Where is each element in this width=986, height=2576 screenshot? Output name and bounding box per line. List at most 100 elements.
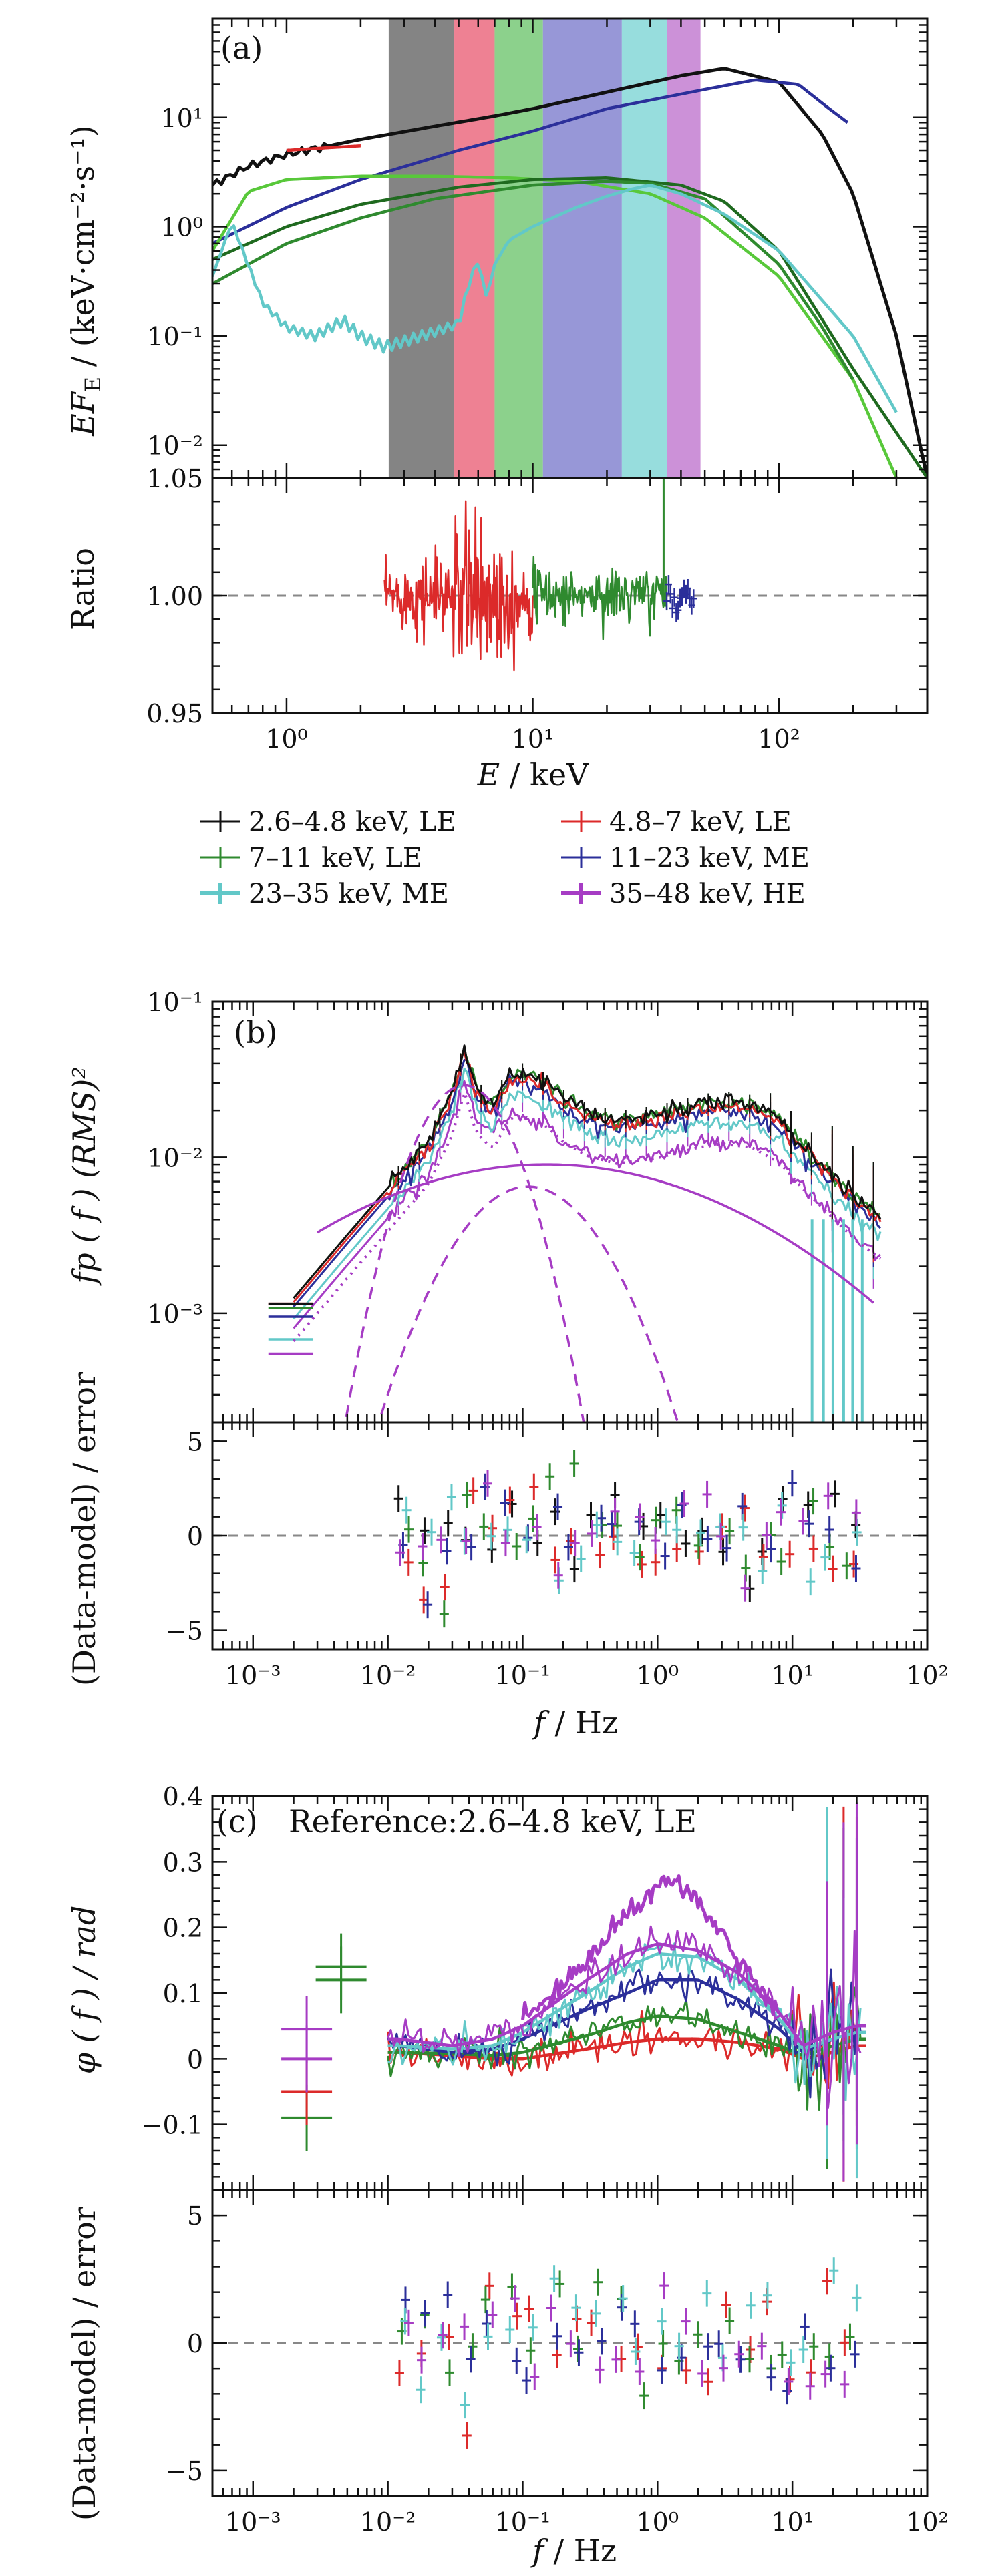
y-tick-label: 0 [187,1522,203,1551]
legend-label: 2.6–4.8 keV, LE [249,807,456,837]
panel-c-residuals: 10⁻³ 10⁻² 10⁻¹ 10⁰ 10¹ 10² −5 0 5 [166,2189,949,2537]
y-tick-label: 10¹ [160,103,203,133]
panel-a-ratio-ylabel: Ratio [65,548,101,630]
pds-trace [293,1051,882,1303]
spectrum-curve [212,176,927,478]
residual-plot-area [212,2257,927,2449]
model-component [377,1185,679,1422]
x-tick-label: 10² [906,2507,949,2537]
y-tick-label: 10⁻¹ [147,988,203,1017]
pds-trace [293,1058,882,1308]
y-tick-label: 10⁰ [160,212,203,242]
phase-model [387,2037,866,2061]
panel-b-xlabel: f / Hz [532,1705,618,1741]
panel-b-plot-area [268,1044,882,1422]
panel-b-xlabel-unit: / Hz [545,1705,618,1741]
panel-a-ylabel-post: / (keV·cm⁻²·s⁻¹) [65,125,101,377]
y-tick-label: 10⁻² [147,1143,203,1172]
x-tick-label: 10⁻¹ [495,2507,551,2537]
ratio-trace [383,500,534,672]
plot-frame [211,1000,929,1424]
y-tick-label: 0.3 [163,1848,203,1877]
phase-trace [387,1968,862,2099]
x-tick-label: 10⁻² [360,1661,416,1690]
spectrum-curve [212,67,927,478]
phase-peak-trace [521,1874,781,2020]
panel-c-resid-ylabel: (Data-model) / error [66,2207,102,2521]
panel-a-spectrum: 10⁻² 10⁻¹ 10⁰ 10¹ [147,17,929,479]
energy-band [667,19,701,478]
legend-label: 4.8–7 keV, LE [609,807,792,837]
panel-a-plot-area [212,19,927,478]
panel-a-ratio: 10⁰ 10¹ 10² 0.95 1.00 1.05 [146,464,929,754]
y-tick-label: −5 [166,2456,203,2486]
phase-trace [387,1981,862,2089]
energy-band [454,19,495,478]
panel-a-ylabel-pre: EF [65,391,101,437]
legend: 2.6–4.8 keV, LE 4.8–7 keV, LE 7–11 keV, LE… [200,807,810,909]
panel-a-ylabel: EFE / (keV·cm⁻²·s⁻¹) [65,125,106,436]
x-tick-label: 10⁰ [637,1661,679,1690]
x-tick-label: 10⁻² [360,2507,416,2537]
x-tick-label: 10⁻¹ [495,1661,551,1690]
y-tick-label: 0 [187,2045,203,2074]
pds-trace [293,1044,882,1299]
panel-b-tag: (b) [234,1014,277,1050]
panel-c-phase-lag: −0.1 0 0.1 0.2 0.3 0.4 [142,1782,929,2191]
y-tick-label: 10⁻² [147,431,203,461]
y-tick-label: 10⁻³ [147,1299,203,1329]
y-tick-label: 1.05 [146,464,203,493]
y-tick-label: 0.4 [163,1782,203,1811]
spectrum-curve [285,144,362,152]
spectrum-curve [212,78,849,245]
legend-label: 11–23 keV, ME [609,843,810,873]
panel-a-xlabel-unit: / keV [500,757,589,793]
ratio-trace [532,556,668,640]
y-tick-label: 0 [187,2329,203,2358]
panel-c-xlabel-unit: / Hz [544,2533,617,2569]
residual-plot-area [212,1450,927,1628]
panel-b-residuals: 10⁻³ 10⁻² 10⁻¹ 10⁰ 10¹ 10² −5 0 5 [166,1421,949,1690]
legend-entry: 7–11 keV, LE [200,843,422,873]
panel-a-tag: (a) [220,30,263,66]
y-tick-label: 10⁻¹ [147,322,203,351]
legend-label: 23–35 keV, ME [249,879,449,909]
x-tick-label: 10¹ [771,1661,814,1690]
spectrum-curve [212,184,898,413]
legend-entry: 23–35 keV, ME [200,879,449,909]
energy-band [621,19,667,478]
model-component [344,1084,585,1422]
x-tick-label: 10⁻³ [225,2507,281,2537]
model-total-dotted [292,1091,882,1343]
panel-c-plot-area [281,1802,866,2182]
y-tick-label: 0.95 [146,699,203,728]
y-tick-label: 5 [187,2201,203,2231]
panel-c-reference: Reference:2.6–4.8 keV, LE [289,1803,697,1840]
phase-model [387,2014,866,2057]
spectrum-curve [212,180,854,381]
y-tick-label: 0.2 [163,1914,203,1943]
phase-model [387,1942,866,2047]
legend-entry: 11–23 keV, ME [561,843,810,873]
x-tick-label: 10² [758,724,800,754]
panel-c-xlabel: f / Hz [530,2533,617,2569]
panel-b-ylabel: fp ( f ) (RMS)² [66,1066,102,1285]
legend-label: 7–11 keV, LE [249,843,422,873]
y-tick-label: 0.1 [163,1979,203,2008]
model-component [317,1163,874,1304]
energy-band [388,19,455,478]
legend-entry: 35–48 keV, HE [561,879,806,909]
panel-a-xlabel: E / keV [477,757,589,793]
y-tick-label: 5 [187,1427,203,1456]
legend-label: 35–48 keV, HE [609,879,806,909]
pds-trace [293,1049,881,1299]
x-tick-label: 10¹ [771,2507,814,2537]
x-tick-label: 10² [906,1661,949,1690]
energy-band [494,19,543,478]
panel-b-power-spectrum: 10⁻³ 10⁻² 10⁻¹ [147,988,929,1424]
x-tick-label: 10⁻³ [225,1661,281,1690]
legend-entry: 4.8–7 keV, LE [561,807,792,837]
phase-trace [387,1925,862,2109]
y-tick-label: −0.1 [142,2111,203,2140]
